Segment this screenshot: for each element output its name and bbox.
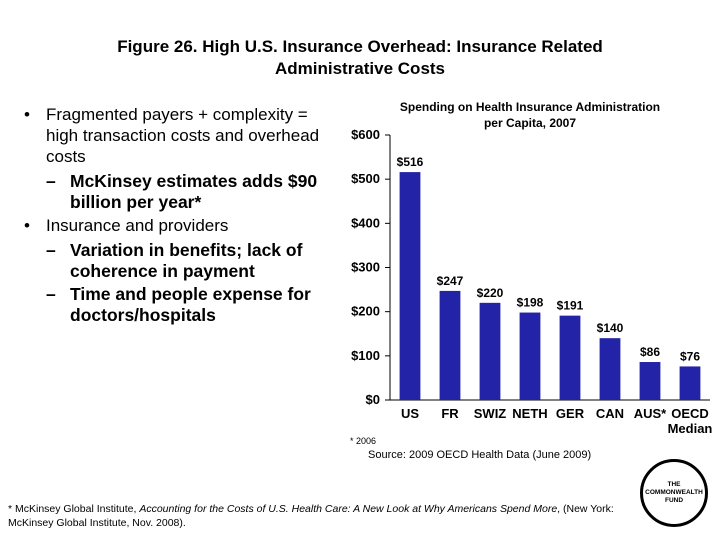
- bar-value-label: $247: [437, 274, 464, 288]
- bar: [679, 366, 701, 400]
- bullet-item: Fragmented payers + complexity = high tr…: [24, 104, 334, 167]
- x-category-label: SWIZ: [474, 406, 507, 421]
- chart-title: Spending on Health Insurance Administrat…: [370, 99, 690, 131]
- bullet-list: Fragmented payers + complexity = high tr…: [24, 104, 334, 328]
- bar: [439, 290, 461, 400]
- logo-line3: FUND: [664, 497, 684, 504]
- bar: [599, 338, 621, 400]
- footnote-prefix: * McKinsey Global Institute,: [8, 503, 140, 515]
- slide-title-line1: Figure 26. High U.S. Insurance Overhead:…: [117, 37, 603, 56]
- bullet-item: Insurance and providers: [24, 215, 334, 236]
- logo-line1: THE: [667, 481, 681, 488]
- x-category-label: OECD: [671, 406, 709, 421]
- slide-title-line2: Administrative Costs: [274, 59, 446, 78]
- source-note: Source: 2009 OECD Health Data (June 2009…: [368, 449, 592, 461]
- x-category-label: NETH: [512, 406, 547, 421]
- bar-value-label: $86: [640, 345, 660, 359]
- bar-value-label: $191: [557, 299, 584, 313]
- logo-line2: COMMONWEALTH: [645, 489, 703, 496]
- footnote-title: Accounting for the Costs of U.S. Health …: [139, 503, 558, 515]
- bar-value-label: $76: [680, 349, 700, 363]
- y-tick-label: $300: [351, 260, 380, 275]
- bar-value-label: $140: [597, 321, 624, 335]
- footnote-suffix: , (New York: McKinsey Global Institute, …: [8, 503, 614, 529]
- y-tick-label: $100: [351, 348, 380, 363]
- y-tick-label: $500: [351, 171, 380, 186]
- bar: [519, 312, 541, 400]
- x-category-label: US: [401, 406, 419, 421]
- sub-bullet-item: Time and people expense for doctors/hosp…: [24, 284, 334, 326]
- x-category-label: GER: [556, 406, 585, 421]
- bar: [559, 315, 581, 400]
- x-category-label: CAN: [596, 406, 624, 421]
- bar-chart: $0 $100 $200 $300 $400 $500 $600 $516 US $247 FR $2…: [351, 127, 713, 436]
- x-category-label: AUS*: [634, 406, 667, 421]
- asterisk-note: * 2006: [350, 436, 377, 446]
- bar-value-label: $198: [517, 296, 544, 310]
- y-tick-label: $400: [351, 215, 380, 230]
- x-category-label: Median: [668, 421, 713, 436]
- x-category-label: FR: [441, 406, 459, 421]
- bar: [399, 172, 421, 400]
- bar: [479, 302, 501, 400]
- commonwealth-fund-logo: THE COMMONWEALTH FUND: [640, 459, 708, 527]
- y-tick-label: $600: [351, 127, 380, 142]
- sub-bullet-item: McKinsey estimates adds $90 billion per …: [24, 171, 334, 213]
- y-tick-label: $0: [366, 392, 380, 407]
- bar-value-label: $220: [477, 286, 504, 300]
- footnote: * McKinsey Global Institute, Accounting …: [8, 502, 628, 530]
- chart-title-line2: per Capita, 2007: [483, 116, 577, 130]
- bar: [639, 362, 661, 400]
- slide-title: Figure 26. High U.S. Insurance Overhead:…: [0, 36, 720, 80]
- sub-bullet-item: Variation in benefits; lack of coherence…: [24, 240, 334, 282]
- chart-title-line1: Spending on Health Insurance Administrat…: [399, 100, 661, 114]
- y-tick-label: $200: [351, 304, 380, 319]
- bar-value-label: $516: [397, 155, 424, 169]
